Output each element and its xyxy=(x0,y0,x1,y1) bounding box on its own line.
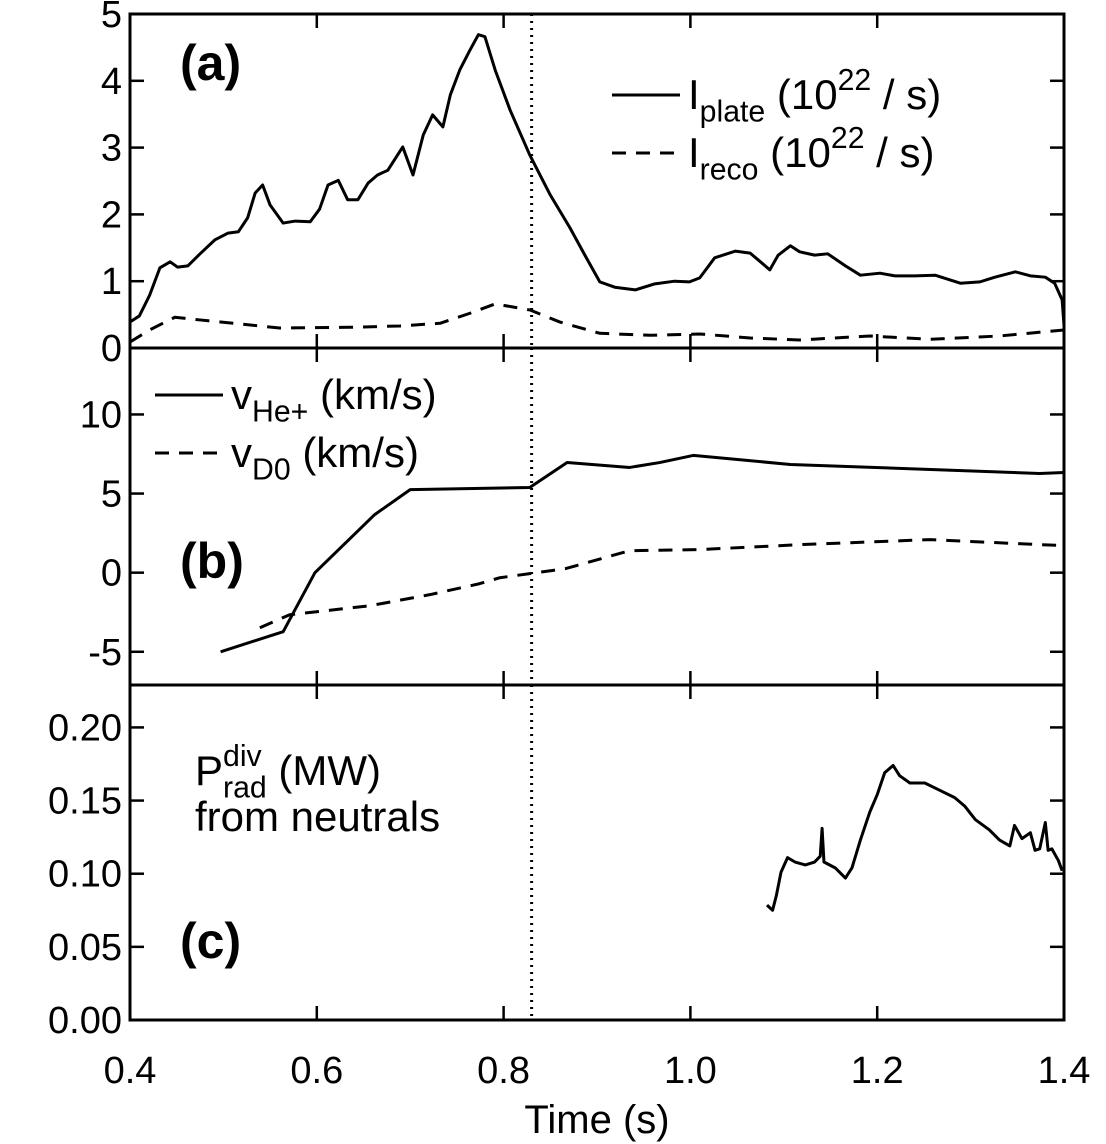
legend-text-part: (MW) xyxy=(267,747,381,794)
y-tick-label: 10 xyxy=(80,394,122,436)
y-tick-label: 5 xyxy=(101,0,122,36)
legend-text-part: (km/s) xyxy=(291,429,419,476)
legend-text-part: (10 xyxy=(765,71,837,118)
series-line xyxy=(765,763,1064,912)
axes-frame xyxy=(128,683,1066,1022)
x-tick-label: 0.4 xyxy=(104,1050,157,1092)
y-tick-label: 1 xyxy=(101,261,122,303)
legend-text-part: v xyxy=(231,371,252,418)
legend-text-part: from neutrals xyxy=(195,793,440,840)
legend-text-part: He+ xyxy=(252,396,308,429)
legend-text-part: (km/s) xyxy=(308,371,436,418)
y-tick-label: 0.15 xyxy=(48,781,122,823)
legend-text-part: v xyxy=(231,429,252,476)
y-tick-label: -5 xyxy=(88,632,122,674)
legend-text-part: P xyxy=(195,747,223,794)
y-tick-label: 5 xyxy=(101,474,122,516)
y-tick-label: 0.10 xyxy=(48,854,122,896)
y-tick-label: 0 xyxy=(101,553,122,595)
legend-text-part: / s) xyxy=(871,71,941,118)
legend-text-part: rad xyxy=(223,772,267,805)
series-line xyxy=(220,453,1065,654)
axes-frame xyxy=(128,12,1066,350)
legend-text-part: 22 xyxy=(831,122,865,155)
x-tick-label: 1.2 xyxy=(851,1050,904,1092)
series-line xyxy=(259,538,1065,630)
panel-label: (a) xyxy=(180,35,241,91)
y-tick-label: 3 xyxy=(101,128,122,170)
legend-text-part: 22 xyxy=(838,64,872,97)
y-tick-label: 0.05 xyxy=(48,927,122,969)
series-line xyxy=(129,33,1066,326)
legend-text-part: plate xyxy=(700,96,766,129)
x-axis-label: Time (s) xyxy=(524,1098,669,1142)
y-tick-label: 0 xyxy=(101,328,122,370)
legend-text-part: (10 xyxy=(759,129,831,176)
y-tick-label: 0.20 xyxy=(48,707,122,749)
legend-text-part: D0 xyxy=(252,454,291,487)
legend-text-part: div xyxy=(223,740,263,773)
x-tick-label: 1.4 xyxy=(1038,1050,1091,1092)
panel-label: (c) xyxy=(180,913,241,969)
x-tick-label: 0.8 xyxy=(477,1050,530,1092)
legend-text-part: I xyxy=(688,129,700,176)
y-tick-label: 2 xyxy=(101,194,122,236)
y-tick-label: 0.00 xyxy=(48,1000,122,1042)
series-line xyxy=(129,302,1065,344)
legend-text-part: / s) xyxy=(865,129,935,176)
x-tick-label: 1.0 xyxy=(664,1050,717,1092)
legend-text-part: reco xyxy=(700,154,759,187)
x-tick-label: 0.6 xyxy=(290,1050,343,1092)
y-tick-label: 4 xyxy=(101,61,122,103)
legend-text-part: I xyxy=(688,71,700,118)
panel-label: (b) xyxy=(180,533,244,589)
